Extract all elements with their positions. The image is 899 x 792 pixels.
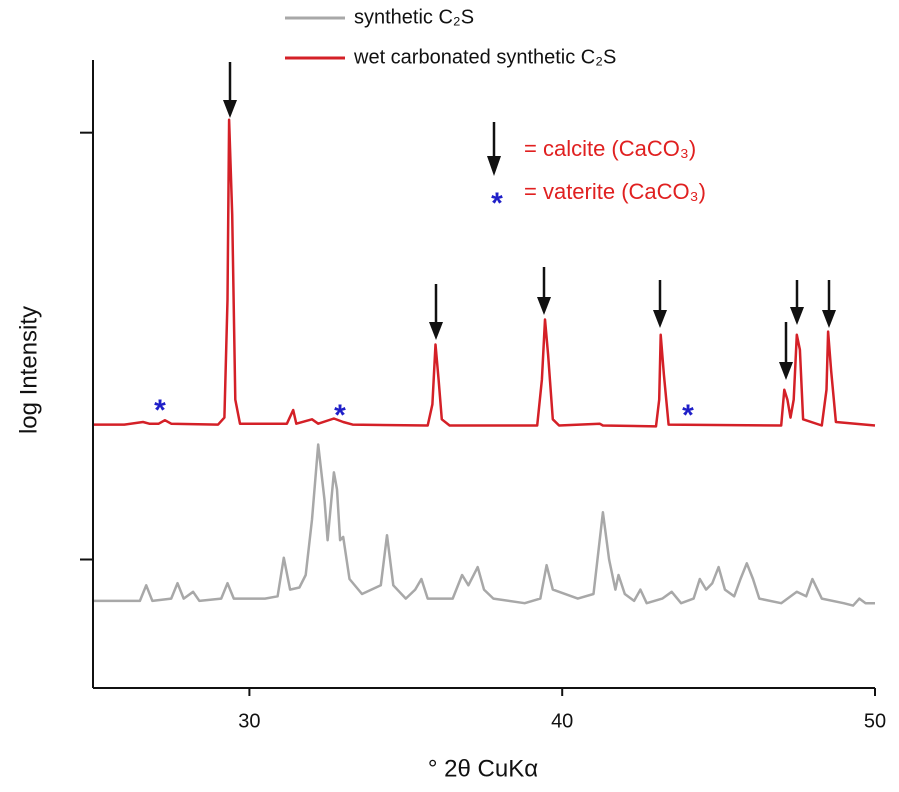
legend-label: wet carbonated synthetic C₂S [353, 46, 616, 68]
series-line [93, 443, 875, 607]
x-tick-label: 40 [551, 710, 573, 732]
x-axis-label: ° 2θ CuKα [428, 755, 538, 782]
arrow [822, 280, 836, 328]
x-tick-label: 50 [864, 710, 886, 732]
y-axis-label: log Intensity [15, 306, 42, 434]
arrow [429, 284, 443, 340]
arrow [779, 322, 793, 380]
calcite-arrows [223, 62, 836, 380]
legend-arrow [487, 122, 501, 176]
x-tick-label: 30 [238, 710, 260, 732]
asterisk: * [154, 394, 166, 427]
asterisk: * [682, 399, 694, 432]
vaterite-key: = vaterite (CaCO₃) [524, 179, 706, 204]
series-line [93, 118, 876, 428]
calcite-key: = calcite (CaCO₃) [524, 136, 696, 161]
legend-label: synthetic C₂S [354, 6, 474, 28]
arrow [790, 280, 804, 325]
asterisk: * [334, 399, 346, 432]
arrow [223, 62, 237, 118]
legend-asterisk: * [491, 187, 503, 220]
arrow [537, 267, 551, 315]
arrow [653, 280, 667, 328]
